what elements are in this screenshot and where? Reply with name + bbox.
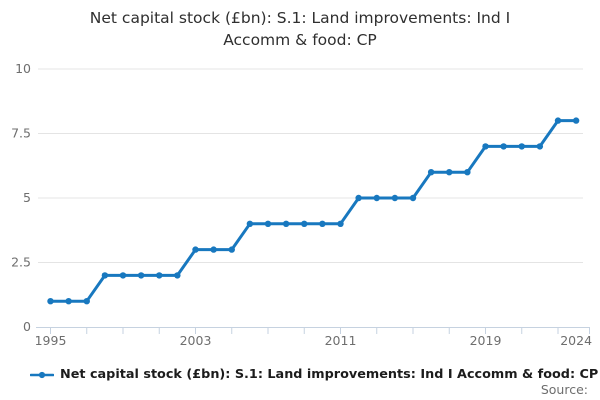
y-tick-label: 2.5 [11,255,31,270]
data-point-marker [174,272,181,279]
data-point-marker [319,220,326,227]
data-point-marker [572,117,580,124]
data-point-marker [554,117,562,124]
data-point-marker [337,220,344,227]
data-point-marker [391,194,399,202]
data-point-marker [355,194,362,202]
data-point-marker [47,298,54,305]
data-point-marker [536,143,544,150]
data-point-marker [264,220,272,227]
data-point-marker [446,169,453,176]
data-point-marker [282,220,290,227]
chart-title-line1: Net capital stock (£bn): S.1: Land impro… [89,9,511,27]
data-point-marker [192,246,199,253]
data-point-marker [137,272,145,279]
data-point-marker [482,143,489,150]
x-tick-label: 2024 [560,333,592,348]
data-point-marker [65,298,72,305]
data-point-marker [228,246,235,253]
data-point-marker [210,246,217,253]
x-tick-label: 2019 [470,333,502,348]
data-point-marker [301,220,308,227]
y-tick-label: 10 [15,61,31,76]
x-tick-label: 2011 [325,333,357,348]
data-point-marker [409,194,417,202]
data-point-marker [518,143,525,150]
legend-label: Net capital stock (£bn): S.1: Land impro… [60,367,599,382]
data-point-marker [156,272,163,279]
y-tick-label: 5 [23,190,31,205]
data-point-marker [464,169,471,176]
data-point-marker [373,194,380,202]
data-point-marker [83,298,90,305]
x-tick-label: 2003 [180,333,212,348]
x-tick-label: 1995 [35,333,67,348]
chart-title: Net capital stock (£bn): S.1: Land impro… [0,7,600,51]
y-tick-label: 7.5 [11,126,31,141]
data-point-marker [500,143,507,150]
series-line [49,119,578,303]
data-point-marker [427,169,435,176]
data-point-marker [101,272,109,279]
source-label: Source: [540,382,588,397]
data-point-marker [246,220,254,227]
chart-title-line2: Accomm & food: CP [223,31,377,49]
y-tick-label: 0 [23,319,31,334]
legend: Net capital stock (£bn): S.1: Land impro… [30,366,598,383]
line-series-marker-icon [30,371,54,378]
data-point-marker [119,272,127,279]
